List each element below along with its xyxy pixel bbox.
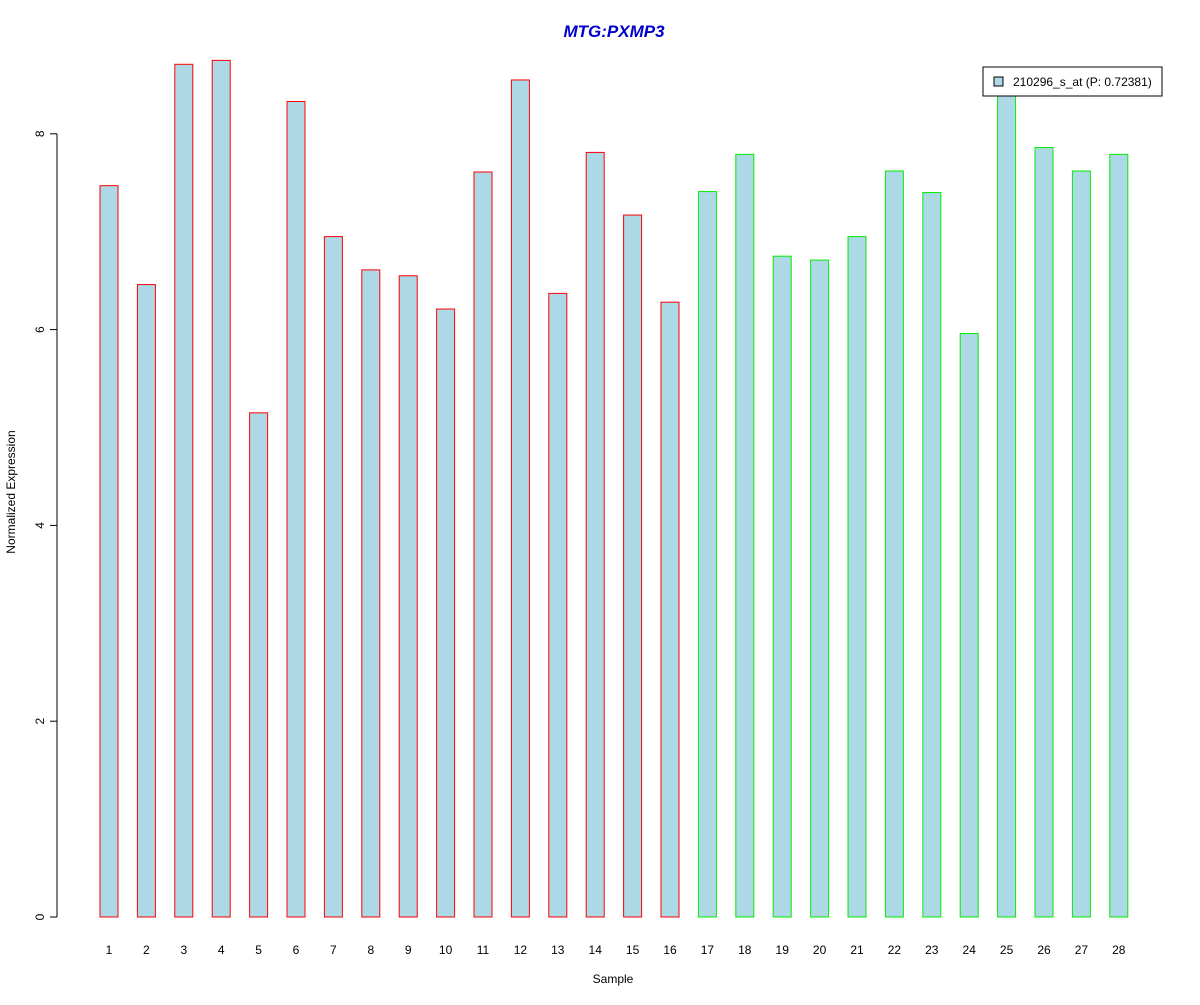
y-axis-label: Normalized Expression	[4, 430, 18, 553]
bar-sample-24	[959, 333, 979, 918]
bar-sample-1	[99, 185, 119, 918]
y-axis: 0 2 4 6 8	[33, 130, 58, 920]
x-tick-label: 7	[330, 943, 337, 957]
bar-sample-11	[473, 171, 493, 918]
bar-sample-18	[735, 153, 755, 918]
x-tick-label: 22	[888, 943, 902, 957]
bar-sample-20	[810, 259, 830, 918]
legend-box	[982, 66, 1163, 97]
x-tick-label: 4	[218, 943, 225, 957]
bar-sample-7	[323, 236, 343, 918]
x-tick-label: 15	[626, 943, 640, 957]
x-tick-label: 27	[1075, 943, 1089, 957]
x-tick-label: 20	[813, 943, 827, 957]
y-tick-label: 8	[33, 130, 47, 137]
y-tick-label: 6	[33, 326, 47, 333]
x-tick-label: 8	[367, 943, 374, 957]
x-tick-label: 2	[143, 943, 150, 957]
bar-sample-25	[997, 89, 1017, 918]
x-tick-label: 14	[589, 943, 603, 957]
bar-sample-22	[884, 170, 904, 918]
bar-sample-19	[772, 255, 792, 918]
x-tick-label: 1	[106, 943, 113, 957]
bar-sample-16	[660, 301, 680, 918]
x-tick-labels: 1 2 3 4 5 6 7 8 9 10 11 12 13 14 15 16 17 18 19 20 21 22 23 24 2…	[106, 943, 1126, 957]
x-tick-label: 24	[963, 943, 977, 957]
x-tick-label: 28	[1112, 943, 1126, 957]
bar-sample-21	[847, 236, 867, 918]
bar-sample-2	[136, 284, 156, 918]
x-tick-label: 25	[1000, 943, 1014, 957]
bar-sample-3	[174, 63, 194, 918]
bar-sample-14	[585, 151, 605, 918]
x-tick-label: 6	[293, 943, 300, 957]
bar-sample-23	[922, 192, 942, 918]
bar-sample-4	[211, 59, 231, 918]
y-tick-label: 0	[33, 913, 47, 920]
bar-sample-5	[249, 412, 269, 918]
x-tick-label: 12	[514, 943, 528, 957]
bar-sample-27	[1071, 170, 1091, 918]
bars-group	[99, 59, 1129, 918]
x-tick-label: 21	[850, 943, 864, 957]
x-tick-label: 19	[776, 943, 790, 957]
bar-sample-26	[1034, 147, 1054, 918]
bar-sample-17	[697, 191, 717, 918]
bar-sample-28	[1109, 153, 1129, 918]
x-axis-label: Sample	[593, 972, 634, 986]
bar-sample-6	[286, 100, 306, 918]
bar-sample-12	[510, 79, 530, 918]
bar-sample-10	[436, 308, 456, 918]
x-tick-label: 9	[405, 943, 412, 957]
chart-title: MTG:PXMP3	[563, 22, 665, 41]
bar-sample-9	[398, 275, 418, 918]
x-tick-label: 17	[701, 943, 715, 957]
x-tick-label: 13	[551, 943, 565, 957]
x-tick-label: 11	[477, 943, 490, 957]
x-tick-label: 10	[439, 943, 453, 957]
bar-sample-15	[623, 214, 643, 918]
bar-sample-8	[361, 269, 381, 918]
legend: 210296_s_at (P: 0.72381)	[982, 66, 1163, 97]
bar-sample-13	[548, 292, 568, 918]
x-tick-label: 26	[1037, 943, 1051, 957]
x-tick-label: 3	[180, 943, 187, 957]
legend-swatch	[993, 76, 1004, 87]
y-tick-label: 2	[33, 718, 47, 725]
y-tick-label: 4	[33, 522, 47, 529]
x-tick-label: 18	[738, 943, 752, 957]
x-tick-label: 23	[925, 943, 939, 957]
legend-label: 210296_s_at (P: 0.72381)	[1013, 75, 1152, 89]
x-tick-label: 5	[255, 943, 262, 957]
x-tick-label: 16	[663, 943, 677, 957]
